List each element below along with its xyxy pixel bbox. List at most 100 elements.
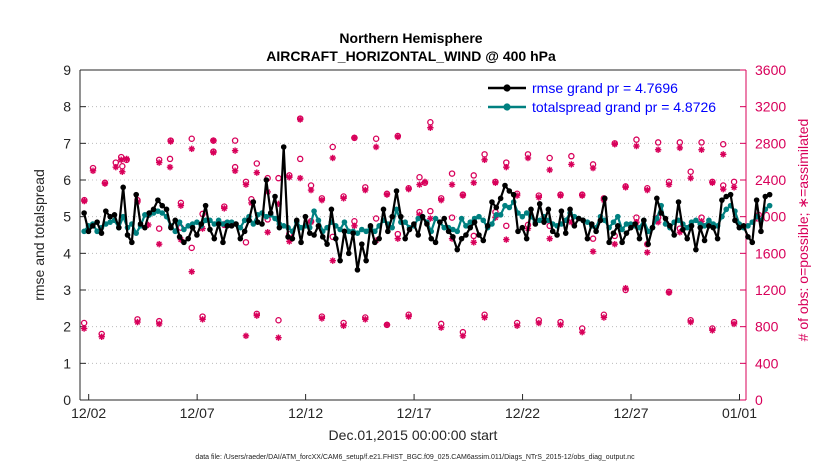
totalspread-point xyxy=(220,221,226,227)
rmse-point xyxy=(606,239,612,246)
obs-possible-marker xyxy=(155,225,163,232)
rmse-point xyxy=(745,234,751,240)
rmse-point xyxy=(597,217,604,224)
obs-assimilated-marker xyxy=(611,141,618,148)
rmse-point xyxy=(328,206,335,213)
obs-possible-marker xyxy=(231,137,239,144)
y2-tick-label: 3600 xyxy=(755,62,786,78)
obs-assimilated-stroke xyxy=(199,316,206,323)
rmse-point xyxy=(710,224,717,231)
y-tick-label: 9 xyxy=(63,62,71,78)
totalspread-point xyxy=(263,213,270,220)
rmse-point xyxy=(89,223,96,229)
rmse-point xyxy=(211,235,218,242)
obs-assimilated-marker xyxy=(676,144,684,152)
obs-assimilated-stroke xyxy=(449,181,455,188)
obs-assimilated-stroke xyxy=(720,186,726,192)
rmse-point xyxy=(359,241,365,247)
obs-assimilated-marker xyxy=(633,142,640,150)
obs-possible-marker xyxy=(166,155,174,163)
rmse-point xyxy=(723,193,730,200)
obs-assimilated-stroke xyxy=(167,164,173,170)
totalspread-point xyxy=(363,228,369,235)
obs-assimilated-stroke xyxy=(81,198,88,204)
y-axis-label: rmse and totalspread xyxy=(31,169,47,301)
totalspread-point xyxy=(654,215,660,222)
obs-assimilated-stroke xyxy=(503,164,510,170)
y2-tick-label: 800 xyxy=(755,319,779,335)
obs-possible-marker xyxy=(329,143,336,151)
legend-spread-marker xyxy=(503,103,511,111)
totalspread-point xyxy=(211,221,218,227)
obs-assimilated-marker xyxy=(253,312,261,319)
obs-assimilated-marker xyxy=(81,197,88,205)
obs-assimilated-stroke xyxy=(514,192,520,199)
obs-possible-marker xyxy=(242,239,250,246)
obs-assimilated-marker xyxy=(513,322,521,329)
totalspread-point xyxy=(684,224,691,231)
rmse-point xyxy=(619,239,625,246)
rmse-point xyxy=(411,221,417,227)
obs-possible-marker xyxy=(188,135,195,142)
y2-tick-label: 3200 xyxy=(755,99,786,115)
rmse-point xyxy=(246,217,252,224)
x-axis-label: Dec.01,2015 00:00:00 start xyxy=(329,427,498,443)
rmse-point xyxy=(641,217,647,224)
obs-assimilated-stroke xyxy=(622,184,629,191)
obs-assimilated-marker xyxy=(687,174,694,182)
rmse-point xyxy=(428,235,435,242)
y2-axis-label: # of obs: o=possible; ∗=assimilated xyxy=(795,119,811,342)
rmse-point xyxy=(233,221,239,227)
obs-assimilated-stroke xyxy=(319,315,325,322)
rmse-point xyxy=(415,232,422,238)
obs-assimilated-marker xyxy=(188,268,195,275)
y-tick-label: 7 xyxy=(63,135,71,151)
obs-assimilated-marker xyxy=(481,156,488,164)
y-tick-label: 4 xyxy=(63,245,71,261)
rmse-point xyxy=(662,215,669,222)
obs-assimilated-marker xyxy=(221,205,228,212)
obs-assimilated-stroke xyxy=(601,314,607,321)
obs-assimilated-marker xyxy=(253,169,261,176)
obs-assimilated-stroke xyxy=(731,184,737,191)
obs-assimilated-marker xyxy=(155,320,163,328)
obs-assimilated-stroke xyxy=(340,195,347,202)
legend-spread-label: totalspread grand pr = 4.8726 xyxy=(532,99,716,115)
rmse-point xyxy=(701,237,708,244)
obs-assimilated-stroke xyxy=(655,219,661,225)
obs-assimilated-stroke xyxy=(666,290,672,296)
rmse-point xyxy=(103,208,109,214)
rmse-point xyxy=(463,232,469,238)
obs-assimilated-stroke xyxy=(503,236,510,243)
rmse-point xyxy=(202,202,209,209)
rmse-point xyxy=(393,188,400,194)
totalspread-point xyxy=(701,223,708,229)
obs-assimilated-marker xyxy=(329,257,336,264)
obs-assimilated-marker xyxy=(459,192,467,199)
totalspread-point xyxy=(493,212,500,218)
rmse-point xyxy=(645,241,651,247)
obs-assimilated-stroke xyxy=(438,324,444,331)
obs-assimilated-stroke xyxy=(319,197,325,203)
rmse-point xyxy=(493,204,500,211)
obs-assimilated-stroke xyxy=(492,180,499,186)
obs-assimilated-marker xyxy=(394,133,402,141)
totalspread-point xyxy=(506,204,513,211)
obs-assimilated-marker xyxy=(318,315,326,322)
rmse-point xyxy=(536,201,543,207)
rmse-point xyxy=(259,221,265,227)
series-lines xyxy=(81,144,773,273)
rmse-point xyxy=(124,232,131,238)
obs-assimilated-marker xyxy=(242,181,250,188)
rmse-point xyxy=(168,224,174,231)
y-tick-label: 2 xyxy=(63,319,71,335)
totalspread-point xyxy=(402,219,408,225)
obs-assimilated-marker xyxy=(730,320,738,328)
obs-assimilated-marker xyxy=(275,334,282,341)
obs-assimilated-marker xyxy=(698,146,705,153)
obs-assimilated-marker xyxy=(687,318,694,326)
rmse-point xyxy=(749,239,756,246)
y2-tick-label: 2400 xyxy=(755,172,786,188)
obs-assimilated-stroke xyxy=(422,179,428,185)
rmse-point xyxy=(402,235,408,242)
